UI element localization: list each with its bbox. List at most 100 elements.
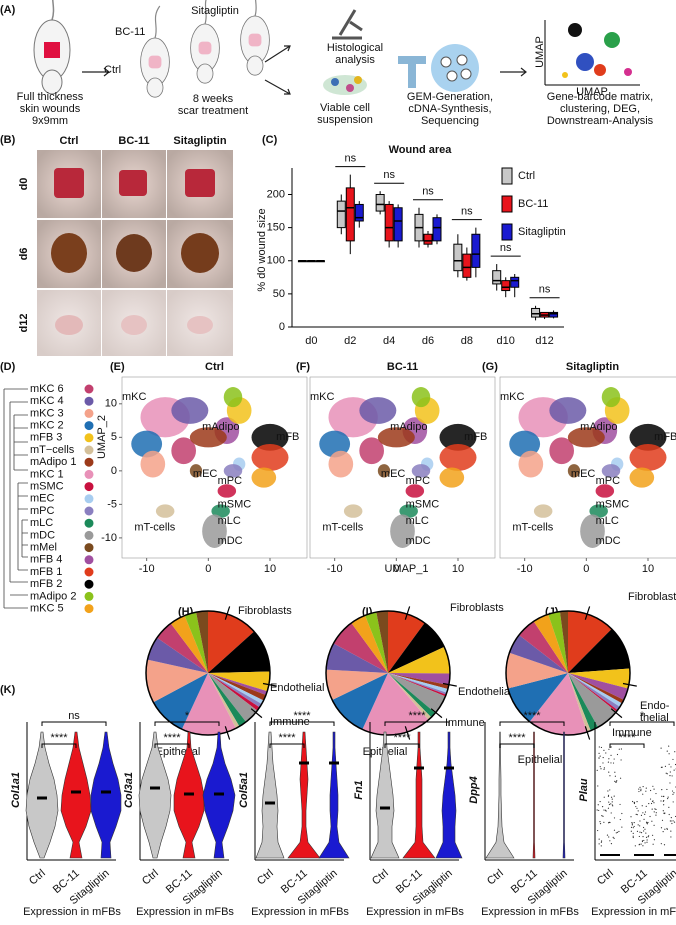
- pie-label: Fibroblasts: [628, 591, 676, 603]
- violin-point: [600, 841, 602, 843]
- violin-point: [646, 823, 648, 825]
- violin-point: [662, 800, 664, 802]
- violin-point: [608, 758, 610, 760]
- pie-outline: [325, 610, 451, 736]
- umap-cluster: [202, 514, 227, 548]
- umap-cluster: [328, 450, 354, 478]
- violin-point: [666, 827, 668, 830]
- dendrogram-label: mKC 1: [30, 468, 64, 480]
- mouse-head: [246, 55, 264, 76]
- violin-point: [598, 757, 600, 759]
- schematic-text: Gene-barcode matrix,: [547, 91, 653, 103]
- pie-label: thelial: [640, 712, 669, 724]
- significance-bar: [499, 721, 565, 726]
- violin-point: [603, 767, 605, 769]
- cluster-label: mLC: [218, 515, 241, 527]
- violin-point: [661, 766, 663, 768]
- cluster-label: mFB: [654, 431, 676, 443]
- panel-label: (A): [0, 4, 16, 16]
- violin-point: [601, 806, 604, 808]
- violin-point: [631, 824, 633, 826]
- schematic-text: Full thickness: [17, 91, 84, 103]
- pie-slice: [507, 673, 568, 722]
- mouse-head: [146, 77, 164, 98]
- pie-slice: [568, 673, 620, 711]
- umap-cluster: [439, 423, 477, 451]
- violin-point: [670, 817, 672, 819]
- schematic-text: scar treatment: [178, 105, 248, 117]
- dendrogram-label: mLC: [30, 517, 53, 529]
- pie-slice: [388, 673, 447, 695]
- pie-slice: [388, 646, 450, 674]
- y-tick-label: 100: [267, 255, 285, 267]
- x-tick-label: 0: [205, 563, 211, 575]
- x-tick-label: 10: [264, 563, 276, 575]
- pie-label: Fibroblasts: [238, 605, 292, 617]
- cluster-label: mLC: [596, 515, 619, 527]
- dendrogram-label: mDC: [30, 529, 55, 541]
- mouse-patch: [148, 55, 162, 69]
- pie-slice: [208, 673, 266, 701]
- violin-point: [606, 834, 609, 836]
- cluster-label: mSMC: [406, 498, 440, 510]
- violin-point: [613, 829, 616, 831]
- cluster-label: mPC: [406, 475, 431, 487]
- dendrogram-label: mKC 3: [30, 407, 64, 419]
- violin-point: [634, 845, 636, 847]
- violin-point: [650, 802, 653, 805]
- violin-point: [619, 777, 622, 779]
- violin-point: [610, 746, 612, 748]
- box: [345, 187, 355, 242]
- violin-point: [645, 790, 647, 792]
- violin-point: [655, 808, 657, 811]
- dendrogram-label: mKC 6: [30, 383, 64, 395]
- box: [531, 307, 541, 318]
- cluster-label: mAdipo: [580, 421, 617, 433]
- pie-slice: [568, 673, 623, 707]
- box: [384, 203, 394, 242]
- umap-cluster: [211, 504, 230, 518]
- umap-cluster: [589, 504, 608, 518]
- panel-label: (E): [110, 361, 125, 373]
- umap-cluster: [359, 397, 397, 424]
- schematic-text: clustering, DEG,: [560, 103, 640, 115]
- violin-point: [668, 763, 670, 765]
- dendrogram-label: mFB 2: [30, 578, 62, 590]
- y-tick-label: -10: [101, 532, 117, 544]
- violin-point: [663, 812, 665, 815]
- violin-point: [631, 822, 633, 824]
- mini-umap: [544, 20, 640, 86]
- violin-point: [660, 843, 662, 845]
- x-tick-label: d2: [344, 335, 356, 347]
- violin-point: [655, 812, 657, 814]
- cluster-dot: [84, 567, 94, 577]
- pie-slice: [568, 673, 598, 731]
- x-axis-label: Expression in mFBs: [366, 906, 464, 918]
- y-tick-label: 0: [279, 321, 285, 333]
- significance-label: ns: [500, 242, 512, 254]
- significance-label: ****: [393, 732, 411, 744]
- violin-point: [666, 797, 669, 800]
- violin-point: [598, 746, 600, 748]
- violin-point: [609, 775, 611, 777]
- umap-cluster: [217, 484, 237, 498]
- violin-point: [665, 772, 667, 774]
- pie-divider: [224, 606, 231, 620]
- pie-slice: [388, 673, 448, 693]
- box: [336, 200, 346, 229]
- pie-slice: [548, 611, 568, 673]
- mini-axis-label: UMAP: [576, 86, 608, 98]
- violin-point: [609, 840, 611, 842]
- y-tick-label: 50: [273, 288, 285, 300]
- violin-point: [641, 805, 643, 807]
- cluster-label: mT-cells: [512, 522, 553, 534]
- violin-point: [610, 812, 612, 814]
- violin-point: [614, 775, 616, 777]
- violin-point: [655, 814, 657, 816]
- pie-slice: [333, 622, 388, 673]
- violin-point: [660, 827, 663, 829]
- violin-point: [602, 762, 604, 764]
- y-axis-label: % d0 wound size: [256, 208, 268, 291]
- significance-label: *: [640, 710, 645, 722]
- violin-point: [673, 792, 675, 794]
